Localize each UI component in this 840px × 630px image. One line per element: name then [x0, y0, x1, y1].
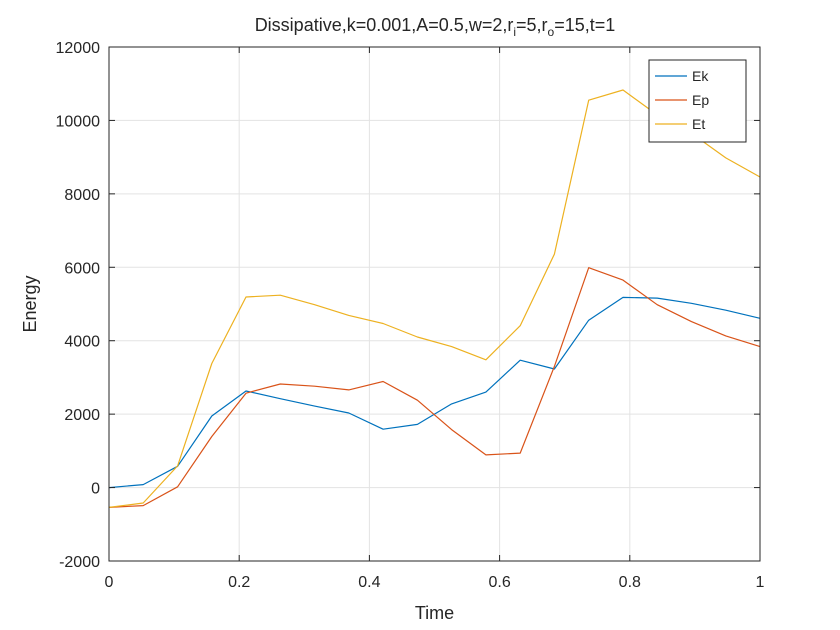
y-tick-label: 12000: [56, 40, 101, 57]
title-subscript: i: [513, 25, 516, 39]
title-text: =15,t=1: [554, 15, 615, 35]
legend-label-ep: Ep: [692, 92, 709, 108]
x-tick-label: 0: [105, 574, 114, 591]
legend-label-ek: Ek: [692, 68, 709, 84]
x-tick-label: 0.6: [488, 574, 510, 591]
title-text: =5,r: [516, 15, 548, 35]
y-tick-label: 4000: [64, 334, 100, 351]
x-tick-label: 0.2: [228, 574, 250, 591]
y-tick-label: 0: [91, 481, 100, 498]
x-tick-label: 0.8: [619, 574, 641, 591]
legend-box: [648, 59, 747, 143]
chart-title: Dissipative,k=0.001,A=0.5,w=2,ri=5,ro=15…: [255, 15, 616, 39]
y-axis-ticks: -2000 0 2000 4000 6000 8000 10000 12000: [56, 40, 760, 571]
legend: Ek Ep Et: [648, 59, 747, 143]
title-subscript: o: [548, 25, 555, 39]
title-text: Dissipative,k=0.001,A=0.5,w=2,r: [255, 15, 514, 35]
x-tick-label: 1: [756, 574, 765, 591]
x-axis-ticks: 0 0.2 0.4 0.6 0.8 1: [105, 47, 765, 591]
legend-label-et: Et: [692, 116, 705, 132]
y-tick-label: 8000: [64, 187, 100, 204]
y-tick-label: 2000: [64, 407, 100, 424]
y-tick-label: -2000: [59, 554, 100, 571]
y-axis-label: Energy: [20, 275, 40, 332]
plot-frame: [108, 46, 761, 562]
y-tick-label: 6000: [64, 260, 100, 277]
x-tick-label: 0.4: [358, 574, 380, 591]
series-line-ep: [108, 267, 761, 508]
y-tick-label: 10000: [56, 113, 101, 130]
x-axis-label: Time: [415, 603, 454, 623]
